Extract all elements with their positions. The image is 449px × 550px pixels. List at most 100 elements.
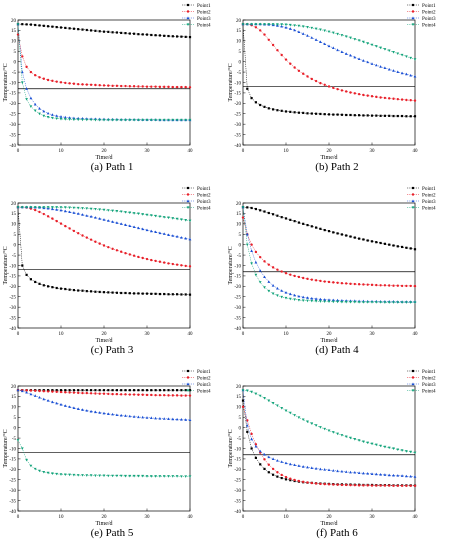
y-tick-label: 15 [11, 29, 17, 34]
data-point [409, 73, 413, 77]
data-point [272, 473, 275, 476]
data-point [250, 437, 253, 441]
data-point [254, 260, 258, 264]
data-point [175, 217, 179, 221]
y-tick-label: -40 [234, 327, 241, 332]
data-point [33, 102, 37, 106]
data-point [106, 474, 110, 478]
data-point [289, 273, 292, 276]
data-point [314, 467, 318, 470]
data-point [154, 416, 157, 420]
data-point [137, 118, 140, 122]
data-point [306, 465, 309, 469]
data-point [85, 28, 88, 32]
data-point [362, 283, 365, 286]
data-point [167, 394, 170, 397]
data-point [323, 280, 326, 283]
data-point [276, 109, 279, 112]
data-point [42, 390, 45, 393]
data-point [276, 459, 279, 462]
data-point [137, 212, 140, 216]
data-point [128, 32, 131, 35]
data-point [344, 470, 348, 473]
data-point [258, 394, 262, 398]
data-point [250, 206, 253, 210]
data-point [94, 29, 97, 32]
data-point [293, 274, 296, 278]
series-point1 [16, 23, 192, 39]
data-point [327, 113, 331, 116]
data-point [42, 284, 45, 287]
x-tick-label: 20 [102, 515, 108, 520]
data-point [332, 86, 335, 90]
data-point [254, 26, 258, 29]
data-point [55, 286, 58, 290]
data-point [85, 409, 89, 412]
data-point [111, 291, 114, 294]
data-point [267, 38, 270, 41]
x-tick-label: 20 [327, 149, 333, 154]
y-tick-label: 15 [236, 29, 242, 34]
x-tick-label: 10 [284, 332, 290, 337]
data-point [180, 418, 183, 421]
data-point [120, 84, 123, 88]
data-point [171, 475, 175, 478]
plot-frame [17, 19, 191, 146]
data-point [345, 90, 348, 93]
legend-marker [186, 10, 190, 13]
data-point [323, 300, 327, 304]
data-point [387, 49, 391, 53]
data-point [72, 473, 76, 477]
data-point [55, 117, 59, 121]
data-point [163, 34, 166, 37]
data-point [241, 399, 245, 402]
data-point [16, 206, 20, 209]
data-point [409, 484, 412, 487]
data-point [175, 263, 179, 266]
legend-marker [411, 186, 415, 190]
data-point [319, 300, 322, 303]
data-point [81, 289, 84, 292]
data-point [158, 393, 162, 397]
data-point [128, 211, 132, 215]
data-point [370, 283, 374, 287]
x-tick-label: 30 [370, 332, 376, 337]
data-point [306, 299, 309, 303]
data-point [405, 450, 408, 453]
legend-label: Point3 [422, 382, 436, 388]
data-point [25, 98, 28, 101]
data-point [400, 301, 404, 304]
data-point [38, 469, 41, 473]
data-point [175, 417, 179, 421]
data-point [379, 114, 382, 117]
data-point [250, 262, 253, 265]
data-point [25, 273, 28, 276]
data-point [180, 394, 183, 397]
data-point [370, 240, 374, 243]
series-point3 [241, 205, 417, 303]
data-point [25, 23, 28, 26]
data-point [375, 484, 378, 487]
data-point [51, 390, 54, 393]
data-point [267, 23, 271, 26]
data-point [357, 471, 361, 474]
data-point [413, 451, 417, 455]
data-point [98, 474, 102, 478]
data-point [271, 467, 275, 471]
data-point [276, 286, 279, 290]
data-point [276, 23, 279, 26]
data-point [46, 471, 50, 475]
data-point [42, 212, 45, 216]
data-point [413, 248, 417, 251]
data-point [51, 286, 54, 289]
data-point [42, 397, 46, 401]
data-point [293, 111, 296, 114]
legend-label: Point1 [197, 186, 211, 192]
data-point [293, 24, 296, 27]
data-point [158, 417, 162, 420]
legend-marker [186, 382, 190, 386]
data-point [379, 46, 382, 50]
data-point [72, 389, 75, 392]
legend-marker [186, 206, 190, 209]
